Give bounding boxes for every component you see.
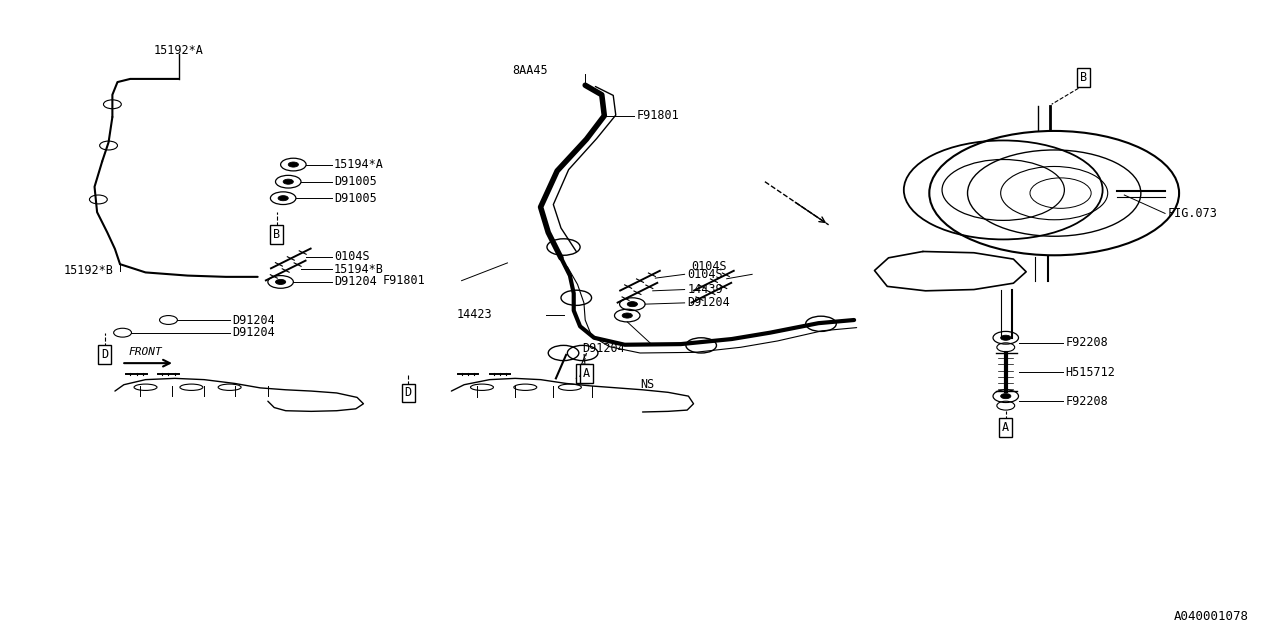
Text: 0104S: 0104S [691,260,727,273]
Text: A: A [1002,421,1010,435]
Text: 0104S: 0104S [687,268,723,281]
Circle shape [627,301,637,307]
Text: 15192*B: 15192*B [64,264,114,277]
Text: A: A [579,367,586,380]
Text: 14439: 14439 [687,283,723,296]
Text: D91005: D91005 [334,192,376,205]
Text: F92208: F92208 [1066,395,1108,408]
Text: 15192*A: 15192*A [154,44,204,57]
Circle shape [1001,394,1011,399]
Text: F92208: F92208 [1066,337,1108,349]
Text: D91204: D91204 [334,275,376,289]
Text: D91005: D91005 [334,175,376,188]
Circle shape [1001,335,1011,340]
Text: D: D [404,387,412,399]
Text: FRONT: FRONT [129,347,163,356]
Text: B: B [273,228,280,241]
Circle shape [278,196,288,201]
Text: 15194*B: 15194*B [334,263,384,276]
Text: D: D [101,348,109,362]
Text: D91204: D91204 [582,342,626,355]
Text: A: A [582,367,590,380]
Text: NS: NS [640,378,654,391]
Text: D91204: D91204 [232,326,275,339]
Circle shape [283,179,293,184]
Text: H515712: H515712 [1066,365,1116,378]
Text: FIG.073: FIG.073 [1167,207,1217,220]
Circle shape [622,313,632,318]
Circle shape [275,280,285,284]
Circle shape [288,162,298,167]
Text: D91204: D91204 [232,314,275,326]
Text: D91204: D91204 [687,296,730,309]
Text: F91801: F91801 [383,274,425,287]
Text: 14423: 14423 [457,308,492,321]
Text: 15194*A: 15194*A [334,158,384,171]
Text: 0104S: 0104S [334,250,370,263]
Text: F91801: F91801 [636,109,678,122]
Text: B: B [1080,71,1087,84]
Text: A040001078: A040001078 [1174,611,1249,623]
Text: 8AA45: 8AA45 [512,64,548,77]
